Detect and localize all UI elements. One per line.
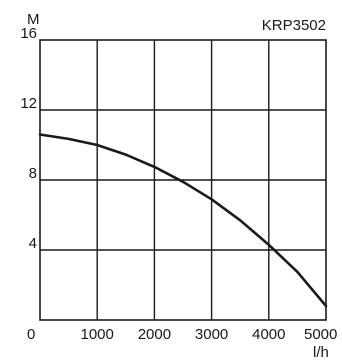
y-axis-label: M	[27, 11, 40, 28]
head-flow-curve	[38, 133, 328, 308]
tick-labels: 0 1000 2000 3000 4000 5000 4 8 12 16	[20, 25, 337, 343]
y-tick-label: 12	[20, 95, 37, 112]
grid-lines	[40, 40, 326, 320]
x-tick-label: 2000	[138, 326, 171, 343]
plot-frame	[39, 39, 327, 321]
x-tick-label: 5000	[304, 326, 337, 343]
model-label: KRP3502	[262, 17, 326, 34]
x-tick-label: 4000	[252, 326, 285, 343]
y-tick-label: 16	[20, 25, 37, 42]
x-tick-label: 0	[27, 326, 35, 343]
x-tick-label: 1000	[81, 326, 114, 343]
x-axis-label: l/h	[313, 344, 329, 361]
y-tick-label: 8	[29, 165, 37, 182]
x-tick-label: 3000	[195, 326, 228, 343]
y-tick-label: 4	[29, 235, 37, 252]
